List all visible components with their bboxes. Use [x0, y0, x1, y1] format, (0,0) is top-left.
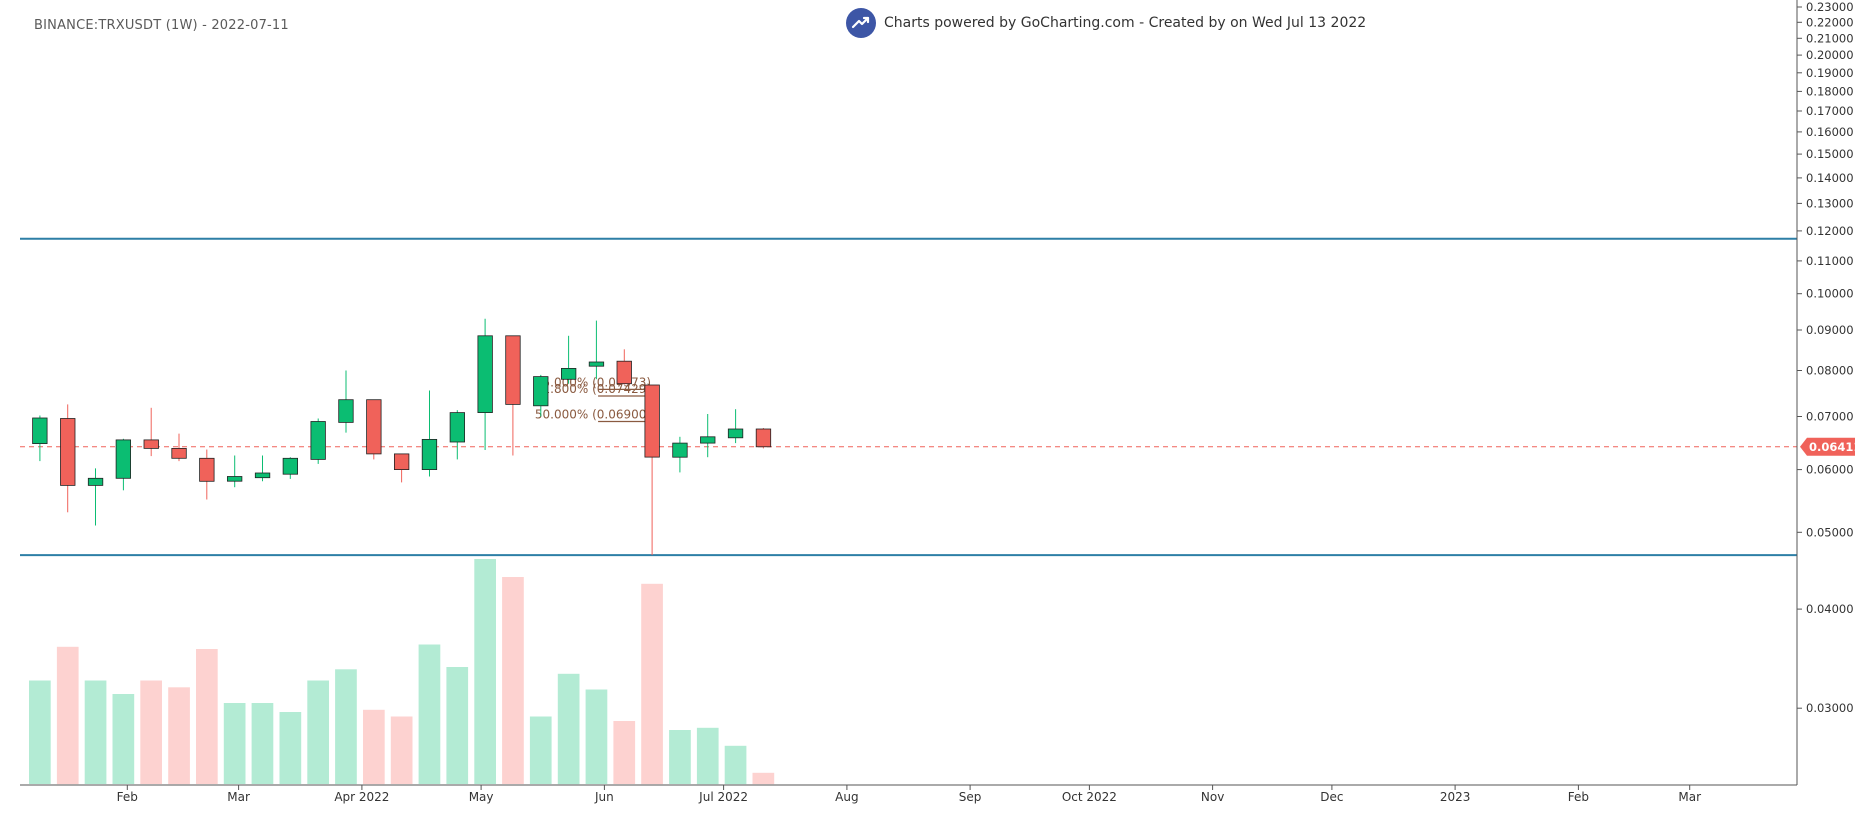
candle-body	[254, 472, 271, 479]
y-tick-label: 0.23000	[1806, 0, 1854, 14]
y-tick-label: 0.04000	[1806, 602, 1854, 616]
volume-bar	[56, 646, 79, 785]
candle-body	[505, 335, 521, 405]
volume-bar	[223, 703, 246, 784]
volume-bar	[196, 649, 218, 784]
volume-bar	[390, 716, 413, 784]
candle-body	[588, 361, 605, 367]
candle-body	[143, 439, 159, 449]
candle-body	[171, 447, 187, 459]
volume-bar	[140, 680, 162, 784]
x-tick-label: Oct 2022	[1062, 790, 1117, 804]
y-tick-label: 0.08000	[1806, 364, 1854, 378]
y-tick-label: 0.11000	[1806, 254, 1854, 268]
candle-body	[115, 439, 131, 479]
y-tick-label: 0.13000	[1806, 196, 1854, 210]
y-tick-label: 0.19000	[1806, 66, 1854, 80]
y-tick-label: 0.09000	[1806, 323, 1854, 337]
y-tick-label: 0.12000	[1806, 224, 1854, 238]
x-tick-label: Dec	[1320, 790, 1343, 804]
y-tick-label: 0.16000	[1806, 125, 1854, 139]
x-tick-label: Nov	[1201, 790, 1224, 804]
candle-body	[421, 438, 438, 470]
volume-bar	[418, 644, 441, 784]
candle-body	[87, 477, 104, 486]
y-tick-label: 0.05000	[1806, 525, 1854, 539]
candle-body	[366, 399, 382, 455]
x-tick-label: Feb	[1568, 790, 1589, 804]
candle-body	[755, 428, 772, 448]
candle-body	[282, 457, 299, 475]
x-tick-label: 2023	[1440, 790, 1471, 804]
y-tick-label: 0.20000	[1806, 48, 1854, 62]
candle-body	[310, 421, 326, 460]
y-tick-label: 0.03000	[1806, 701, 1854, 715]
volume-bar	[724, 745, 747, 785]
y-tick-label: 0.22000	[1806, 15, 1854, 29]
y-tick-label: 0.15000	[1806, 147, 1854, 161]
candle-body	[561, 367, 577, 380]
volume-bar	[529, 716, 552, 784]
candle-body	[700, 436, 716, 444]
volume-bar	[613, 721, 636, 784]
volume-bar	[641, 583, 663, 785]
volume-bar	[585, 689, 608, 784]
candle-body	[32, 417, 48, 445]
y-tick-label: 0.06000	[1806, 463, 1854, 477]
fib-level-label: 61.800% (0.07429)	[535, 382, 651, 396]
x-tick-label: Jun	[594, 790, 614, 804]
volume-bar	[279, 712, 302, 784]
candle-body	[393, 453, 410, 470]
current-price-tag	[1800, 437, 1855, 456]
current-price-label: 0.06411	[1809, 440, 1861, 454]
fib-level-label: 50.000% (0.06900)	[535, 408, 651, 422]
x-tick-label: May	[469, 790, 494, 804]
candle-body	[60, 418, 76, 486]
x-tick-label: Mar	[1678, 790, 1701, 804]
y-tick-label: 0.10000	[1806, 287, 1854, 301]
candle-body	[477, 335, 493, 413]
volume-bar	[168, 687, 190, 785]
x-tick-label: Feb	[117, 790, 138, 804]
candle-body	[727, 428, 744, 439]
x-tick-label: Mar	[227, 790, 250, 804]
candle-body	[226, 476, 243, 482]
volume-bar	[696, 727, 719, 785]
x-tick-label: Sep	[959, 790, 982, 804]
volume-bar	[474, 559, 496, 784]
volume-bar	[335, 669, 357, 785]
y-tick-label: 0.14000	[1806, 171, 1854, 185]
x-tick-label: Jul 2022	[698, 790, 748, 804]
x-tick-label: Apr 2022	[334, 790, 389, 804]
candle-body	[616, 360, 632, 385]
candle-body	[338, 399, 354, 423]
x-tick-label: Aug	[835, 790, 858, 804]
volume-bar	[84, 680, 107, 784]
volume-bar	[752, 772, 775, 785]
candle-body	[449, 412, 466, 443]
y-tick-label: 0.07000	[1806, 410, 1854, 424]
volume-bar	[363, 709, 385, 785]
volume-bar	[557, 673, 580, 785]
y-tick-label: 0.18000	[1806, 84, 1854, 98]
candle-body	[672, 442, 688, 458]
volume-bar	[307, 680, 329, 784]
y-tick-label: 0.21000	[1806, 31, 1854, 45]
candle-body	[199, 457, 215, 482]
volume-bar	[251, 703, 274, 784]
volume-bar	[669, 730, 691, 784]
y-tick-label: 0.17000	[1806, 104, 1854, 118]
candle-body	[533, 376, 549, 407]
candle-body	[644, 384, 660, 458]
volume-bar	[112, 694, 135, 784]
volume-bar	[446, 667, 469, 784]
volume-bar	[502, 577, 524, 784]
volume-bar	[29, 680, 51, 784]
